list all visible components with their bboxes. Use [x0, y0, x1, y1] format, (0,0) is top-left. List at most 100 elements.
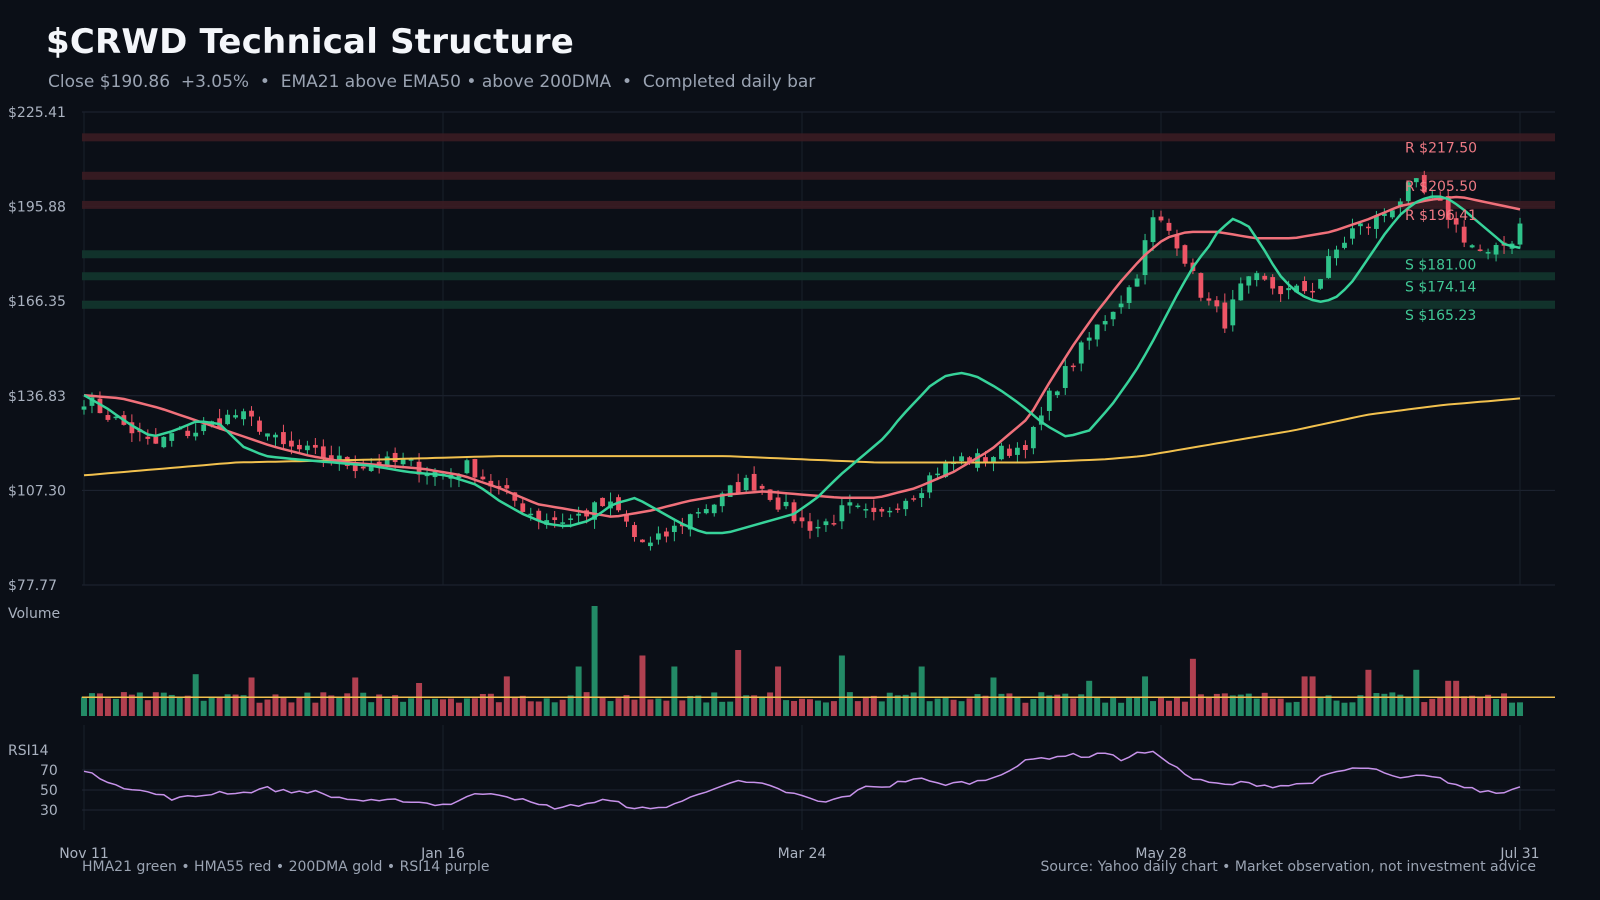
rsi-line: [83, 750, 1521, 810]
candle-up: [201, 424, 207, 432]
volume-bar: [216, 697, 223, 716]
volume-bar: [1445, 680, 1452, 716]
volume-bar: [112, 698, 119, 716]
candle-down: [105, 415, 111, 420]
volume-bar: [1317, 696, 1324, 716]
volume-bar: [1054, 694, 1061, 716]
volume-bar: [1150, 701, 1157, 716]
candle-up: [1110, 311, 1116, 320]
volume-bar: [1389, 692, 1396, 716]
volume-bar: [511, 696, 518, 716]
candle-down: [1222, 302, 1228, 329]
volume-bar: [615, 698, 622, 716]
candle-down: [536, 510, 542, 521]
chart-title: $CRWD Technical Structure: [46, 22, 575, 62]
volume-bar: [647, 699, 654, 716]
candle-down: [1158, 216, 1164, 221]
candle-down: [1453, 218, 1459, 225]
candle-up: [1350, 228, 1355, 239]
volume-bar: [1421, 702, 1428, 716]
candle-up: [592, 502, 597, 520]
candle-up: [1397, 201, 1403, 208]
volume-bar: [1181, 701, 1188, 716]
candle-down: [257, 420, 262, 432]
candle-up: [815, 526, 821, 529]
volume-bar: [1030, 699, 1037, 716]
volume-bar: [120, 692, 127, 716]
volume-bar: [559, 699, 566, 716]
volume-bar: [447, 698, 454, 716]
candle-down: [967, 457, 972, 464]
candle-down: [1007, 448, 1012, 456]
candle-up: [1358, 223, 1363, 227]
chart-subtitle: Close $190.86 +3.05% • EMA21 above EMA50…: [48, 72, 816, 92]
candle-up: [1405, 182, 1411, 202]
volume-bar: [767, 692, 774, 716]
volume-bar: [966, 698, 973, 716]
candle-down: [807, 521, 813, 531]
candle-up: [935, 473, 941, 476]
price-tick-label: $107.30: [8, 483, 66, 499]
volume-bar: [96, 693, 103, 716]
volume-bar: [1205, 696, 1212, 716]
candle-up: [1286, 288, 1292, 291]
volume-bar: [1102, 702, 1109, 716]
volume-bar: [1469, 695, 1476, 716]
volume-bar: [950, 699, 957, 716]
candle-down: [504, 485, 510, 489]
volume-bar: [1517, 702, 1523, 716]
volume-bar: [463, 698, 470, 716]
volume-bar: [1461, 696, 1468, 716]
support-label: S $181.00: [1405, 257, 1476, 273]
volume-bar: [623, 695, 630, 716]
candle-down: [1206, 298, 1212, 301]
resistance-band: [82, 200, 1555, 209]
candle-down: [1445, 196, 1451, 220]
candle-up: [783, 501, 789, 507]
volume-bar: [1229, 695, 1236, 716]
volume-panel: Volume: [8, 606, 1555, 716]
volume-bar: [1134, 697, 1141, 716]
volume-bar: [288, 702, 295, 716]
candle-up: [863, 509, 869, 511]
volume-bar: [1277, 698, 1284, 716]
volume-bar: [527, 701, 534, 716]
volume-bar: [1285, 702, 1292, 716]
volume-bar: [1437, 697, 1444, 716]
candle-down: [759, 485, 765, 489]
candle-up: [1054, 391, 1060, 396]
candle-up: [1030, 426, 1036, 449]
volume-bar: [192, 674, 199, 716]
rsi-label: RSI14: [8, 743, 49, 759]
candle-up: [847, 502, 853, 506]
rsi-tick-label: 30: [40, 803, 58, 819]
volume-bar: [1381, 693, 1388, 716]
candle-up: [560, 522, 566, 524]
candle-up: [671, 525, 677, 533]
support-band: [82, 272, 1555, 281]
candle-down: [1182, 245, 1188, 264]
volume-bar: [264, 699, 271, 716]
candle-up: [384, 456, 390, 466]
candle-up: [1230, 299, 1236, 326]
candle-down: [735, 482, 741, 493]
candle-down: [1270, 277, 1276, 289]
candle-down: [1070, 365, 1076, 368]
volume-bar: [136, 692, 143, 716]
volume-bar: [942, 697, 949, 716]
candle-down: [512, 492, 518, 501]
volume-bar: [495, 702, 502, 716]
volume-bar: [400, 701, 407, 716]
candle-down: [775, 497, 781, 510]
candle-down: [911, 498, 917, 500]
volume-bar: [168, 694, 175, 716]
volume-bar: [184, 695, 191, 716]
candle-down: [320, 446, 326, 459]
volume-bar: [743, 695, 750, 716]
price-tick-label: $166.35: [8, 294, 66, 310]
candle-down: [520, 503, 526, 512]
volume-bar: [934, 698, 941, 716]
volume-bar: [655, 698, 662, 716]
volume-bar: [735, 650, 742, 716]
volume-bar: [408, 698, 415, 716]
